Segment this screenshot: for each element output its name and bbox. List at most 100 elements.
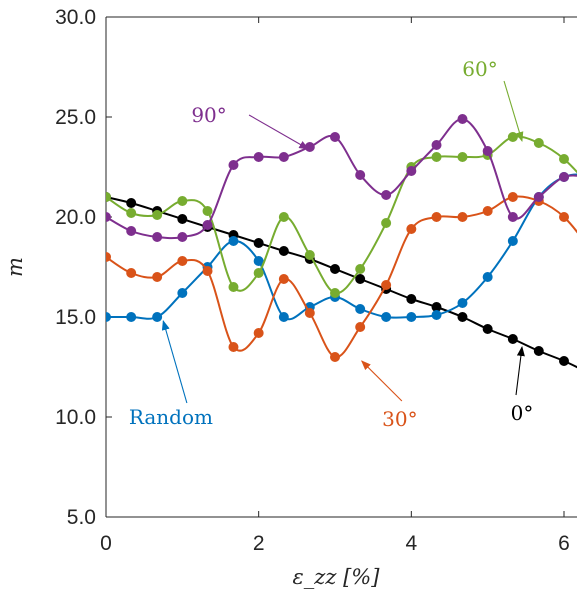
- x-tick-label: 6: [558, 532, 570, 555]
- data-point-60deg: [381, 218, 392, 228]
- data-point-60deg: [126, 208, 137, 218]
- data-point-0deg: [355, 274, 366, 284]
- data-point-0deg: [126, 198, 137, 208]
- x-tick-label: 4: [405, 532, 417, 555]
- data-point-60deg: [330, 288, 340, 298]
- data-point-30deg: [507, 192, 518, 202]
- data-point-30deg: [202, 266, 213, 276]
- data-point-random: [152, 312, 163, 322]
- annotation-label-90deg: 90°: [191, 103, 226, 127]
- data-point-60deg: [431, 152, 442, 162]
- data-point-90deg: [559, 172, 569, 182]
- data-point-30deg: [126, 268, 137, 278]
- data-point-random: [126, 312, 137, 322]
- data-point-90deg: [355, 170, 366, 180]
- annotation-arrow-random: [161, 320, 188, 404]
- data-point-30deg: [355, 322, 366, 332]
- annotation-label-random: Random: [129, 405, 213, 429]
- data-point-30deg: [482, 206, 493, 216]
- data-point-60deg: [533, 138, 544, 148]
- series-layer: [106, 114, 577, 369]
- y-tick-label: 30.0: [55, 6, 96, 29]
- data-point-60deg: [507, 132, 518, 142]
- data-point-60deg: [457, 152, 468, 162]
- data-point-random: [228, 236, 239, 246]
- data-point-random: [406, 312, 417, 322]
- annotation-label-30deg: 30°: [382, 407, 417, 431]
- data-point-30deg: [457, 212, 468, 222]
- data-point-90deg: [228, 160, 239, 170]
- data-point-60deg: [106, 192, 111, 202]
- data-point-30deg: [381, 280, 392, 290]
- data-point-30deg: [253, 328, 264, 338]
- data-point-0deg: [507, 334, 518, 344]
- data-point-60deg: [202, 206, 213, 216]
- data-point-90deg: [431, 140, 442, 150]
- annotation-label-60deg: 60°: [462, 57, 497, 81]
- series-line-30deg: [106, 195, 577, 359]
- data-point-30deg: [330, 352, 340, 362]
- series-line-60deg: [106, 135, 577, 295]
- data-point-random: [381, 312, 392, 322]
- data-point-0deg: [431, 302, 442, 312]
- data-point-30deg: [228, 342, 239, 352]
- data-point-30deg: [106, 252, 111, 262]
- data-point-60deg: [304, 250, 315, 260]
- data-point-90deg: [304, 142, 315, 152]
- data-point-60deg: [355, 264, 366, 274]
- series-90deg: [106, 114, 577, 242]
- data-point-0deg: [278, 246, 289, 256]
- data-point-90deg: [381, 190, 392, 200]
- y-tick-label: 15.0: [55, 306, 96, 329]
- data-point-90deg: [126, 226, 137, 236]
- series-30deg: [106, 192, 577, 362]
- data-point-30deg: [431, 212, 442, 222]
- annotation-layer: 90° 60° Random 30° 0°: [129, 57, 534, 431]
- data-point-0deg: [457, 312, 468, 322]
- data-point-random: [106, 312, 111, 322]
- data-point-0deg: [533, 346, 544, 356]
- data-point-random: [253, 256, 264, 266]
- data-point-90deg: [253, 152, 264, 162]
- data-point-90deg: [152, 232, 163, 242]
- data-point-random: [177, 288, 188, 298]
- data-point-30deg: [559, 212, 569, 222]
- data-point-30deg: [304, 308, 315, 318]
- data-point-60deg: [253, 268, 264, 278]
- tick-labels: 0 2 4 6 5.0 10.0 15.0 20.0 25.0 30.0: [55, 6, 570, 555]
- data-point-0deg: [406, 294, 417, 304]
- data-point-90deg: [177, 232, 188, 242]
- x-tick-label: 0: [100, 532, 112, 555]
- data-point-random: [278, 312, 289, 322]
- data-point-90deg: [330, 132, 340, 142]
- data-point-30deg: [152, 272, 163, 282]
- x-tick-label: 2: [253, 532, 265, 555]
- data-point-60deg: [228, 282, 239, 292]
- series-line-0deg: [106, 196, 577, 369]
- data-point-0deg: [177, 214, 188, 224]
- series-line-90deg: [106, 118, 577, 240]
- data-point-0deg: [253, 238, 264, 248]
- annotation-arrow-60deg: [503, 80, 524, 142]
- data-point-30deg: [278, 274, 289, 284]
- data-point-90deg: [278, 152, 289, 162]
- annotation-arrow-90deg: [248, 114, 310, 150]
- data-point-random: [482, 272, 493, 282]
- data-point-90deg: [482, 146, 493, 156]
- annotation-label-0deg: 0°: [511, 401, 534, 425]
- data-point-0deg: [559, 356, 569, 366]
- data-point-60deg: [278, 212, 289, 222]
- series-random: [106, 172, 577, 322]
- data-point-90deg: [406, 166, 417, 176]
- data-point-90deg: [106, 212, 111, 222]
- data-point-random: [355, 304, 366, 314]
- data-point-90deg: [202, 220, 213, 230]
- annotation-arrow-0deg: [515, 346, 525, 396]
- annotation-arrow-30deg: [361, 360, 403, 402]
- data-point-60deg: [177, 196, 188, 206]
- data-point-random: [431, 310, 442, 320]
- x-axis-label: ε_zz [%]: [293, 565, 381, 589]
- data-point-random: [507, 236, 518, 246]
- data-point-random: [457, 298, 468, 308]
